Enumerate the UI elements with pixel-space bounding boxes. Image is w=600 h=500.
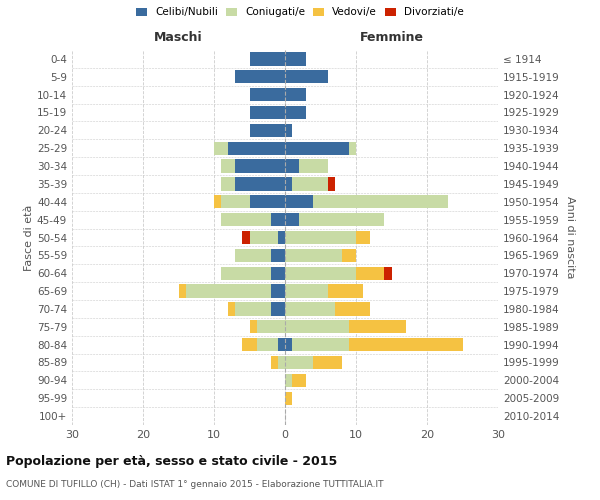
Bar bbox=[285, 266, 356, 280]
Bar bbox=[185, 284, 271, 298]
Bar bbox=[271, 213, 285, 226]
Bar bbox=[285, 160, 299, 173]
Bar bbox=[299, 213, 385, 226]
Bar bbox=[285, 302, 335, 316]
Bar bbox=[214, 195, 221, 208]
Bar bbox=[285, 356, 313, 369]
Bar bbox=[285, 52, 307, 66]
Bar bbox=[342, 248, 356, 262]
Bar bbox=[328, 284, 363, 298]
Bar bbox=[356, 231, 370, 244]
Bar bbox=[285, 142, 349, 155]
Bar bbox=[285, 213, 299, 226]
Bar bbox=[285, 248, 342, 262]
Bar bbox=[278, 356, 285, 369]
Bar bbox=[285, 70, 328, 84]
Bar bbox=[235, 302, 271, 316]
Bar bbox=[285, 374, 292, 387]
Text: Popolazione per età, sesso e stato civile - 2015: Popolazione per età, sesso e stato civil… bbox=[6, 455, 337, 468]
Bar bbox=[278, 231, 285, 244]
Bar bbox=[235, 177, 285, 190]
Bar bbox=[250, 52, 285, 66]
Legend: Celibi/Nubili, Coniugati/e, Vedovi/e, Divorziati/e: Celibi/Nubili, Coniugati/e, Vedovi/e, Di… bbox=[134, 5, 466, 20]
Text: COMUNE DI TUFILLO (CH) - Dati ISTAT 1° gennaio 2015 - Elaborazione TUTTITALIA.IT: COMUNE DI TUFILLO (CH) - Dati ISTAT 1° g… bbox=[6, 480, 383, 489]
Bar bbox=[271, 284, 285, 298]
Bar bbox=[250, 231, 278, 244]
Bar bbox=[235, 70, 285, 84]
Bar bbox=[285, 124, 292, 137]
Bar bbox=[285, 195, 313, 208]
Bar bbox=[271, 248, 285, 262]
Bar bbox=[235, 248, 271, 262]
Bar bbox=[356, 266, 385, 280]
Bar bbox=[242, 338, 257, 351]
Bar bbox=[250, 88, 285, 102]
Bar bbox=[313, 195, 448, 208]
Bar bbox=[285, 231, 356, 244]
Bar bbox=[328, 177, 335, 190]
Bar bbox=[271, 266, 285, 280]
Y-axis label: Anni di nascita: Anni di nascita bbox=[565, 196, 575, 279]
Bar bbox=[271, 302, 285, 316]
Bar bbox=[235, 160, 285, 173]
Bar bbox=[349, 338, 463, 351]
Bar bbox=[285, 320, 349, 334]
Bar bbox=[292, 338, 349, 351]
Bar bbox=[228, 302, 235, 316]
Text: Maschi: Maschi bbox=[154, 31, 203, 44]
Bar bbox=[385, 266, 392, 280]
Bar bbox=[221, 160, 235, 173]
Bar bbox=[285, 106, 307, 119]
Bar bbox=[221, 177, 235, 190]
Bar bbox=[292, 177, 328, 190]
Bar bbox=[285, 88, 307, 102]
Bar bbox=[349, 320, 406, 334]
Bar bbox=[335, 302, 370, 316]
Bar bbox=[250, 320, 257, 334]
Bar bbox=[285, 177, 292, 190]
Bar bbox=[214, 142, 228, 155]
Bar bbox=[349, 142, 356, 155]
Bar bbox=[278, 338, 285, 351]
Bar bbox=[257, 338, 278, 351]
Bar bbox=[228, 142, 285, 155]
Bar bbox=[221, 195, 250, 208]
Text: Femmine: Femmine bbox=[359, 31, 424, 44]
Bar bbox=[299, 160, 328, 173]
Bar bbox=[250, 195, 285, 208]
Bar bbox=[271, 356, 278, 369]
Bar bbox=[221, 266, 271, 280]
Bar bbox=[250, 106, 285, 119]
Bar bbox=[257, 320, 285, 334]
Bar bbox=[292, 374, 307, 387]
Bar bbox=[285, 338, 292, 351]
Bar bbox=[285, 284, 328, 298]
Bar bbox=[313, 356, 342, 369]
Bar bbox=[285, 392, 292, 405]
Bar bbox=[179, 284, 185, 298]
Bar bbox=[242, 231, 250, 244]
Bar bbox=[250, 124, 285, 137]
Y-axis label: Fasce di età: Fasce di età bbox=[24, 204, 34, 270]
Bar bbox=[221, 213, 271, 226]
